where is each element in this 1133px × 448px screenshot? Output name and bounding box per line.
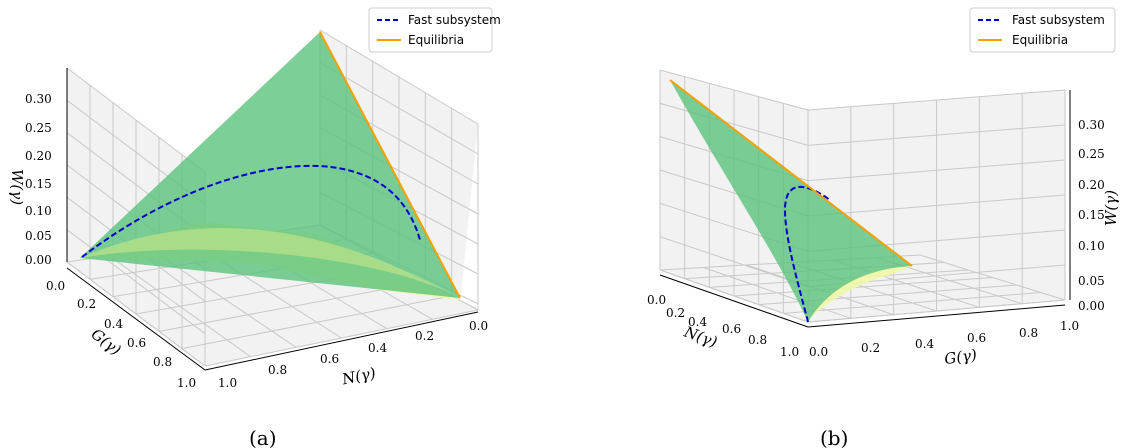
- surface-a-lower: [80, 227, 460, 298]
- y-tick-b-2: 0.4: [915, 337, 934, 351]
- x-tick-a-4: 0.8: [268, 363, 287, 377]
- y-tick-b-3: 0.6: [967, 331, 986, 345]
- fast-subsystem-curve-b: [783, 185, 831, 323]
- z-tick-b-3: 0.15: [1078, 208, 1105, 222]
- x-ticks-b: 0.0 0.2 0.4 0.6 0.8 1.0: [647, 293, 799, 359]
- z-ticks-a: 0.00 0.05 0.10 0.15 0.20 0.25 0.30: [25, 92, 52, 267]
- x-tick-b-3: 0.6: [722, 322, 741, 336]
- z-tick-b-6: 0.30: [1078, 118, 1105, 132]
- x-tick-b-5: 1.0: [780, 345, 799, 359]
- axis-y-a: [66, 267, 206, 371]
- y-tick-b-5: 1.0: [1060, 319, 1079, 333]
- x-label-a: N(γ): [339, 364, 377, 389]
- legend-b-eq-label: Equilibria: [1012, 33, 1068, 47]
- legend-b: Fast subsystem Equilibria: [969, 7, 1116, 53]
- y-tick-a-1: 0.2: [77, 297, 96, 311]
- z-tick-b-2: 0.10: [1078, 239, 1105, 253]
- y-tick-b-0: 0.0: [809, 345, 828, 359]
- axis-x-b: [659, 274, 809, 328]
- z-tick-a-6: 0.30: [25, 92, 52, 106]
- grid-b-right-h-6: [807, 89, 1066, 111]
- x-tick-b-4: 0.8: [748, 333, 767, 347]
- grid-b-left-h-6: [659, 69, 809, 111]
- panel-b: 0.00 0.05 0.10 0.15 0.20 0.25 0.30 W(γ) …: [647, 7, 1120, 448]
- legend-a-eq-label: Equilibria: [408, 33, 464, 47]
- y-ticks-a: 0.0 0.2 0.4 0.6 0.8 1.0: [46, 279, 196, 390]
- x-tick-a-2: 0.4: [368, 341, 387, 355]
- axis-x-a: [204, 311, 479, 371]
- y-tick-a-0: 0.0: [46, 279, 65, 293]
- fast-subsystem-curve-a: [81, 164, 421, 258]
- z-tick-b-0: 0.00: [1078, 299, 1105, 313]
- y-tick-a-4: 0.8: [153, 355, 172, 369]
- grid-a-floor-2-5: [181, 295, 452, 350]
- x-ticks-a: 0.0 0.2 0.4 0.6 0.8 1.0: [218, 319, 488, 390]
- z-tick-b-5: 0.25: [1078, 147, 1105, 161]
- surface-b: [670, 80, 912, 322]
- z-tick-b-4: 0.20: [1078, 178, 1105, 192]
- grid-b-floor-2-6: [919, 254, 1066, 301]
- grid-b-floor-1-6: [807, 299, 1066, 323]
- y-tick-a-5: 1.0: [177, 376, 196, 390]
- legend-a: Fast subsystem Equilibria: [368, 7, 501, 53]
- legend-a-fast-label: Fast subsystem: [408, 13, 501, 27]
- z-label-a: W(γ): [8, 169, 26, 205]
- z-tick-a-2: 0.10: [25, 204, 52, 218]
- grid-a-left-h-6: [66, 67, 206, 173]
- x-tick-b-1: 0.2: [666, 306, 685, 320]
- legend-b-fast-label: Fast subsystem: [1012, 13, 1105, 27]
- y-tick-a-2: 0.4: [104, 317, 123, 331]
- y-tick-b-1: 0.2: [861, 341, 880, 355]
- x-tick-b-0: 0.0: [647, 293, 666, 307]
- y-tick-b-4: 0.8: [1019, 326, 1038, 340]
- equilibria-line-b: [669, 79, 913, 267]
- caption-a: (a): [249, 426, 277, 448]
- z-tick-a-5: 0.25: [25, 121, 52, 135]
- z-tick-b-1: 0.05: [1078, 274, 1105, 288]
- axis-y-b: [807, 304, 1066, 328]
- grid-a-right-h-6: [319, 29, 479, 125]
- z-tick-a-0: 0.00: [25, 253, 52, 267]
- z-tick-a-3: 0.15: [25, 177, 52, 191]
- x-tick-a-5: 1.0: [218, 376, 237, 390]
- z-ticks-b: 0.00 0.05 0.10 0.15 0.20 0.25 0.30: [1078, 118, 1105, 313]
- grid-a-floor-2-6: [204, 309, 479, 367]
- z-tick-a-1: 0.05: [25, 229, 52, 243]
- panel-a: 0.00 0.05 0.10 0.15 0.20 0.25 0.30 W(γ) …: [8, 7, 501, 448]
- y-label-b: G(γ): [943, 346, 978, 368]
- z-label-b: W(γ): [1102, 190, 1120, 226]
- x-label-b: N(γ): [681, 322, 720, 351]
- z-tick-a-4: 0.20: [25, 149, 52, 163]
- x-tick-a-1: 0.2: [415, 329, 434, 343]
- x-tick-b-2: 0.4: [688, 315, 707, 329]
- x-tick-a-3: 0.6: [320, 352, 339, 366]
- y-tick-a-3: 0.6: [127, 336, 146, 350]
- caption-b: (b): [820, 426, 848, 448]
- equilibria-line-a: [319, 31, 461, 299]
- y-ticks-b: 0.0 0.2 0.4 0.6 0.8 1.0: [809, 319, 1079, 359]
- x-tick-a-0: 0.0: [469, 319, 488, 333]
